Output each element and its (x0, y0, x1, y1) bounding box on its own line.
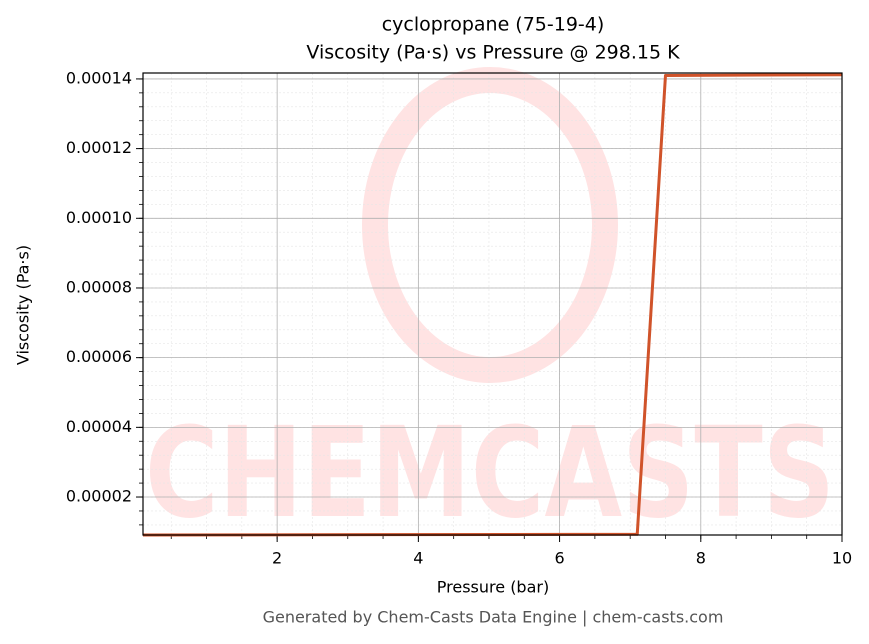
y-tick-label: 0.00010 (66, 208, 132, 227)
x-tick-label: 10 (832, 549, 852, 568)
y-axis-label: Viscosity (Pa·s) (14, 245, 33, 365)
chart-subtitle: Viscosity (Pa·s) vs Pressure @ 298.15 K (306, 42, 680, 64)
x-tick-label: 4 (413, 549, 423, 568)
x-tick-label: 2 (272, 549, 282, 568)
y-tick-label: 0.00002 (66, 487, 132, 506)
x-tick-label: 8 (696, 549, 706, 568)
plot-frame (142, 72, 843, 536)
y-tick-label: 0.00004 (66, 417, 132, 436)
y-tick-label: 0.00014 (66, 68, 132, 87)
y-tick-label: 0.00006 (66, 347, 132, 366)
watermark: CHEMCASTS (145, 401, 835, 546)
x-tick-label: 6 (554, 549, 564, 568)
watermark-logo (362, 67, 618, 383)
y-tick-label: 0.00008 (66, 277, 132, 296)
x-axis-label: Pressure (bar) (437, 578, 549, 597)
chart-title: cyclopropane (75-19-4) (382, 14, 605, 36)
y-tick-label: 0.00012 (66, 138, 132, 157)
footer: Generated by Chem-Casts Data Engine | ch… (263, 608, 724, 627)
